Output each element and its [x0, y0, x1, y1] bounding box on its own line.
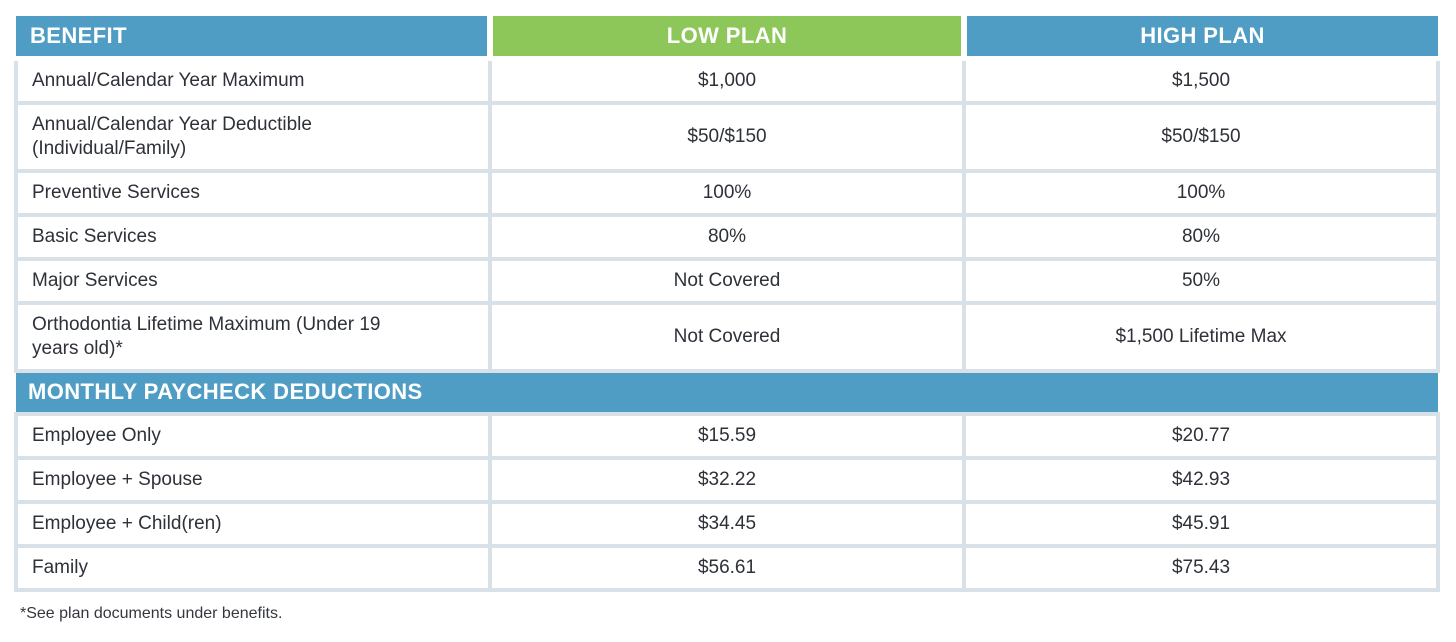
page: BENEFIT LOW PLAN HIGH PLAN Annual/Calend…	[14, 16, 1440, 622]
low-plan-cell: Not Covered	[488, 256, 966, 305]
table-row: Employee + Spouse $32.22 $42.93	[14, 455, 1440, 504]
low-plan-cell: $15.59	[488, 411, 966, 460]
section-header-monthly-paycheck-deductions: MONTHLY PAYCHECK DEDUCTIONS	[16, 368, 1438, 416]
high-plan-cell: $45.91	[962, 499, 1440, 548]
benefit-cell: Employee + Spouse	[14, 455, 492, 504]
benefit-cell: Orthodontia Lifetime Maximum (Under 19 ye…	[14, 300, 492, 373]
low-plan-cell: Not Covered	[488, 300, 966, 373]
table-row: Family $56.61 $75.43	[14, 543, 1440, 592]
high-plan-cell: $42.93	[962, 455, 1440, 504]
benefit-cell: Preventive Services	[14, 168, 492, 217]
high-plan-cell: 50%	[962, 256, 1440, 305]
low-plan-cell: 100%	[488, 168, 966, 217]
high-plan-cell: $50/$150	[962, 100, 1440, 173]
table-row: Annual/Calendar Year Deductible (Individu…	[14, 100, 1440, 173]
table-row: Employee Only $15.59 $20.77	[14, 411, 1440, 460]
benefit-rows-section: Annual/Calendar Year Maximum $1,000 $1,5…	[14, 56, 1440, 373]
high-plan-cell: 80%	[962, 212, 1440, 261]
footnote: *See plan documents under benefits.	[20, 604, 283, 622]
high-plan-cell: 100%	[962, 168, 1440, 217]
benefit-cell: Annual/Calendar Year Deductible (Individu…	[14, 100, 492, 173]
low-plan-cell: 80%	[488, 212, 966, 261]
benefit-cell: Annual/Calendar Year Maximum	[14, 56, 492, 105]
benefit-cell: Employee Only	[14, 411, 492, 460]
header-row: BENEFIT LOW PLAN HIGH PLAN	[16, 16, 1438, 61]
high-plan-cell: $1,500	[962, 56, 1440, 105]
high-plan-cell: $1,500 Lifetime Max	[962, 300, 1440, 373]
benefit-cell: Basic Services	[14, 212, 492, 261]
high-plan-cell: $75.43	[962, 543, 1440, 592]
column-header-high-plan: HIGH PLAN	[961, 16, 1438, 61]
table-row: Preventive Services 100% 100%	[14, 168, 1440, 217]
deduction-rows-section: Employee Only $15.59 $20.77 Employee + S…	[14, 411, 1440, 592]
table-row: Annual/Calendar Year Maximum $1,000 $1,5…	[14, 56, 1440, 105]
column-header-benefit: BENEFIT	[16, 16, 490, 61]
table-row: Major Services Not Covered 50%	[14, 256, 1440, 305]
benefit-cell: Family	[14, 543, 492, 592]
section-header-row: MONTHLY PAYCHECK DEDUCTIONS	[16, 368, 1438, 416]
column-header-low-plan: LOW PLAN	[487, 16, 964, 61]
benefits-table: BENEFIT LOW PLAN HIGH PLAN Annual/Calend…	[14, 16, 1440, 592]
low-plan-cell: $34.45	[488, 499, 966, 548]
section-header-band: MONTHLY PAYCHECK DEDUCTIONS	[16, 368, 1438, 416]
benefit-cell: Major Services	[14, 256, 492, 305]
table-row: Employee + Child(ren) $34.45 $45.91	[14, 499, 1440, 548]
table-row: Orthodontia Lifetime Maximum (Under 19 ye…	[14, 300, 1440, 373]
low-plan-cell: $1,000	[488, 56, 966, 105]
low-plan-cell: $56.61	[488, 543, 966, 592]
low-plan-cell: $32.22	[488, 455, 966, 504]
benefit-cell: Employee + Child(ren)	[14, 499, 492, 548]
high-plan-cell: $20.77	[962, 411, 1440, 460]
table-header: BENEFIT LOW PLAN HIGH PLAN	[16, 16, 1438, 61]
table-row: Basic Services 80% 80%	[14, 212, 1440, 261]
low-plan-cell: $50/$150	[488, 100, 966, 173]
